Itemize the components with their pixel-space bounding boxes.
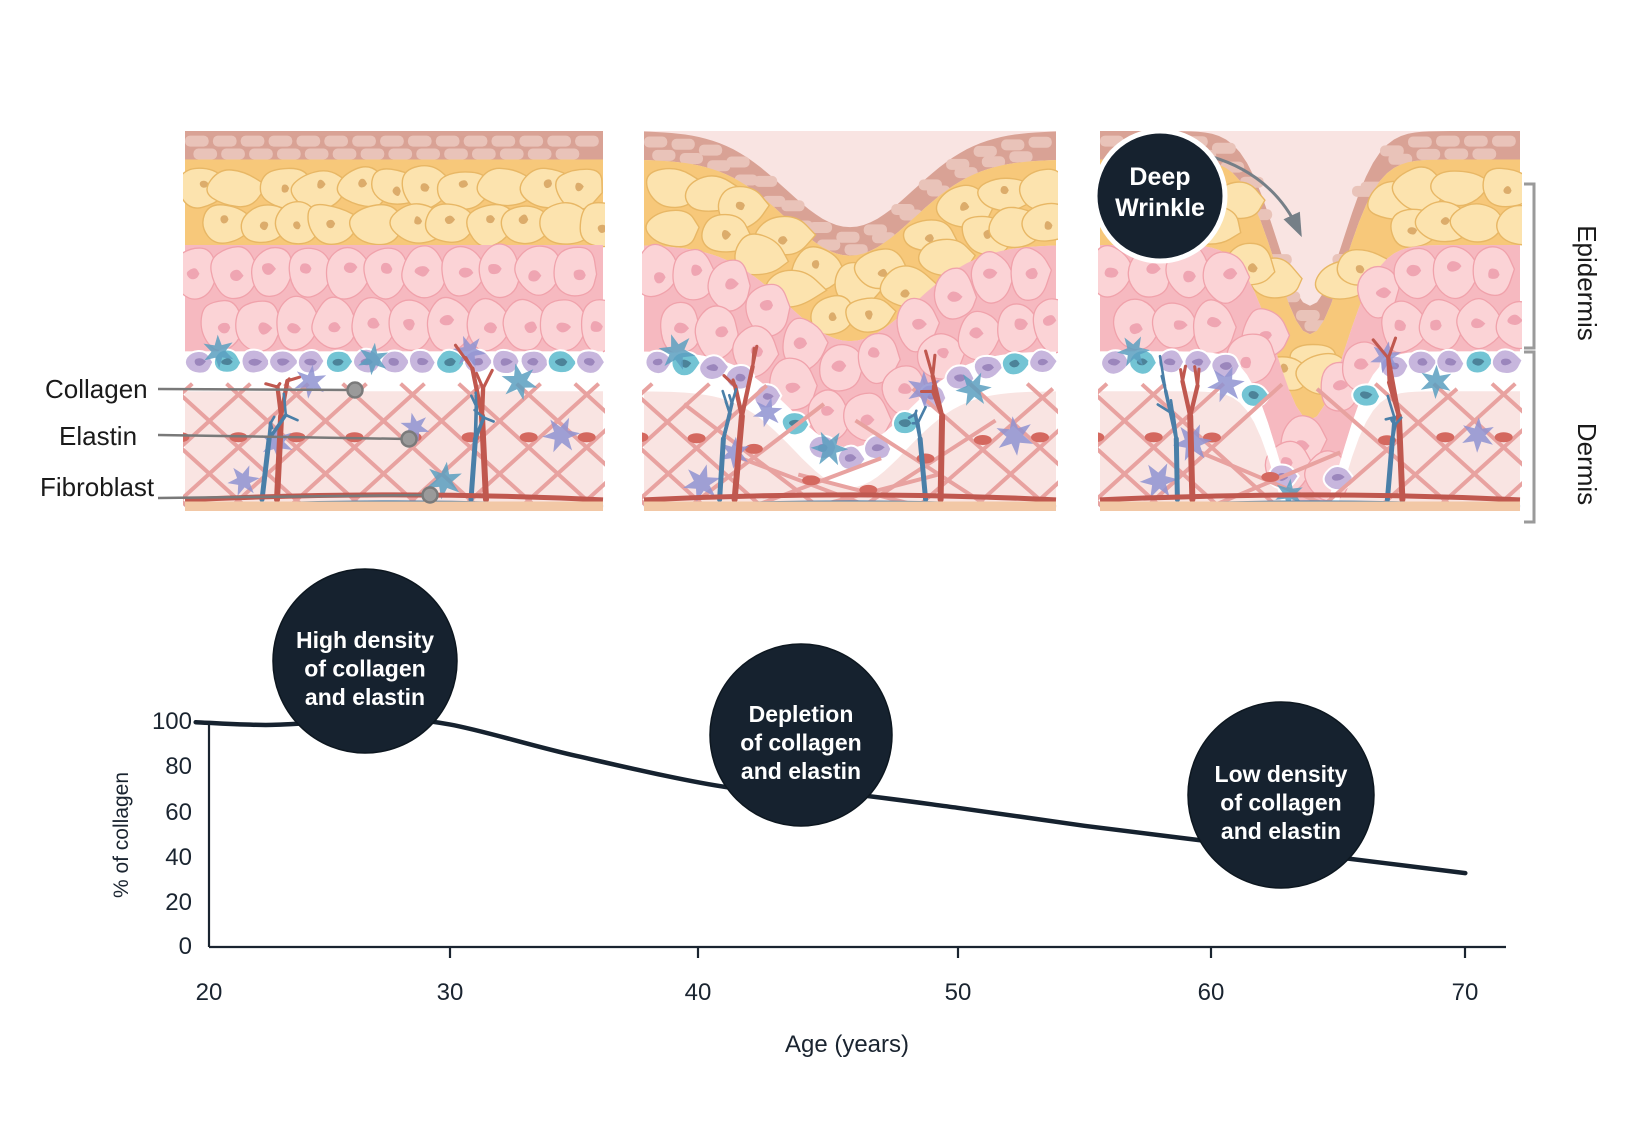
svg-text:30: 30 xyxy=(437,979,464,1006)
svg-text:50: 50 xyxy=(945,979,972,1006)
svg-text:Collagen: Collagen xyxy=(45,374,148,404)
svg-text:Epidermis: Epidermis xyxy=(1572,225,1602,341)
svg-text:Low density: Low density xyxy=(1215,761,1348,787)
svg-text:Age (years): Age (years) xyxy=(785,1031,909,1058)
svg-text:and elastin: and elastin xyxy=(305,684,425,710)
svg-text:20: 20 xyxy=(196,979,223,1006)
svg-text:and elastin: and elastin xyxy=(1221,818,1341,844)
svg-text:70: 70 xyxy=(1452,979,1479,1006)
svg-text:High density: High density xyxy=(296,627,434,653)
svg-text:of collagen: of collagen xyxy=(740,730,861,756)
svg-text:80: 80 xyxy=(165,753,192,780)
svg-text:Deep: Deep xyxy=(1129,163,1190,191)
svg-text:60: 60 xyxy=(165,799,192,826)
svg-text:of collagen: of collagen xyxy=(1220,790,1341,816)
svg-text:Elastin: Elastin xyxy=(59,421,137,451)
svg-text:40: 40 xyxy=(165,844,192,871)
svg-text:40: 40 xyxy=(685,979,712,1006)
svg-text:100: 100 xyxy=(152,708,192,735)
svg-text:Depletion: Depletion xyxy=(749,701,854,727)
svg-text:0: 0 xyxy=(179,933,192,960)
svg-text:Fibroblast: Fibroblast xyxy=(40,472,155,502)
svg-text:Wrinkle: Wrinkle xyxy=(1115,194,1205,222)
svg-text:of collagen: of collagen xyxy=(304,656,425,682)
svg-text:Dermis: Dermis xyxy=(1572,423,1602,505)
svg-text:20: 20 xyxy=(165,889,192,916)
svg-text:60: 60 xyxy=(1198,979,1225,1006)
svg-text:and elastin: and elastin xyxy=(741,758,861,784)
svg-text:% of collagen: % of collagen xyxy=(110,772,133,898)
